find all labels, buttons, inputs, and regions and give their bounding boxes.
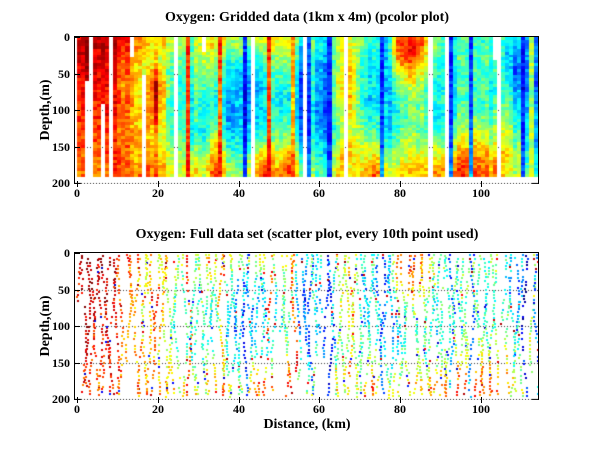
y-tick-label: 200 <box>52 392 70 406</box>
x-tick-label: 20 <box>152 402 164 416</box>
x-tick-mark <box>77 397 78 403</box>
y-tick-label: 100 <box>52 103 70 117</box>
x-axis-label: Distance, (km) <box>263 417 351 432</box>
top-plot-axes <box>74 36 539 184</box>
y-tick-mark <box>75 363 80 364</box>
scatter-plot-canvas <box>75 253 538 400</box>
x-tick-mark <box>481 181 482 187</box>
x-tick-label: 100 <box>472 402 490 416</box>
x-tick-label: 40 <box>233 186 245 200</box>
y-tick-mark <box>75 110 80 111</box>
x-tick-label: 60 <box>313 402 325 416</box>
x-tick-mark <box>400 181 401 187</box>
bottom-plot-axes <box>74 252 539 400</box>
y-tick-label: 0 <box>64 30 70 44</box>
y-tick-label: 150 <box>52 356 70 370</box>
y-tick-label: 200 <box>52 176 70 190</box>
x-tick-mark <box>77 181 78 187</box>
x-tick-label: 0 <box>74 186 80 200</box>
y-tick-mark <box>75 290 80 291</box>
x-tick-label: 80 <box>394 402 406 416</box>
x-tick-mark <box>319 181 320 187</box>
y-tick-mark <box>75 74 80 75</box>
top-plot-title: Oxygen: Gridded data (1km x 4m) (pcolor … <box>164 10 450 25</box>
x-tick-mark <box>158 397 159 403</box>
bottom-plot-title: Oxygen: Full data set (scatter plot, eve… <box>135 227 479 242</box>
y-tick-mark <box>75 253 80 254</box>
y-tick-label: 150 <box>52 140 70 154</box>
x-tick-mark <box>239 181 240 187</box>
y-tick-mark <box>75 399 80 400</box>
x-tick-mark <box>319 397 320 403</box>
y-tick-mark <box>75 147 80 148</box>
y-tick-label: 100 <box>52 319 70 333</box>
x-tick-mark <box>400 397 401 403</box>
pcolor-plot-canvas <box>75 37 538 184</box>
y-tick-mark <box>75 183 80 184</box>
x-tick-label: 100 <box>472 186 490 200</box>
y-tick-mark <box>75 326 80 327</box>
y-tick-label: 50 <box>58 283 70 297</box>
y-tick-label: 0 <box>64 246 70 260</box>
x-tick-label: 0 <box>74 402 80 416</box>
y-tick-mark <box>75 37 80 38</box>
x-tick-label: 60 <box>313 186 325 200</box>
y-tick-label: 50 <box>58 67 70 81</box>
x-tick-mark <box>158 181 159 187</box>
x-tick-label: 40 <box>233 402 245 416</box>
x-tick-label: 20 <box>152 186 164 200</box>
x-tick-mark <box>239 397 240 403</box>
x-tick-label: 80 <box>394 186 406 200</box>
x-tick-mark <box>481 397 482 403</box>
